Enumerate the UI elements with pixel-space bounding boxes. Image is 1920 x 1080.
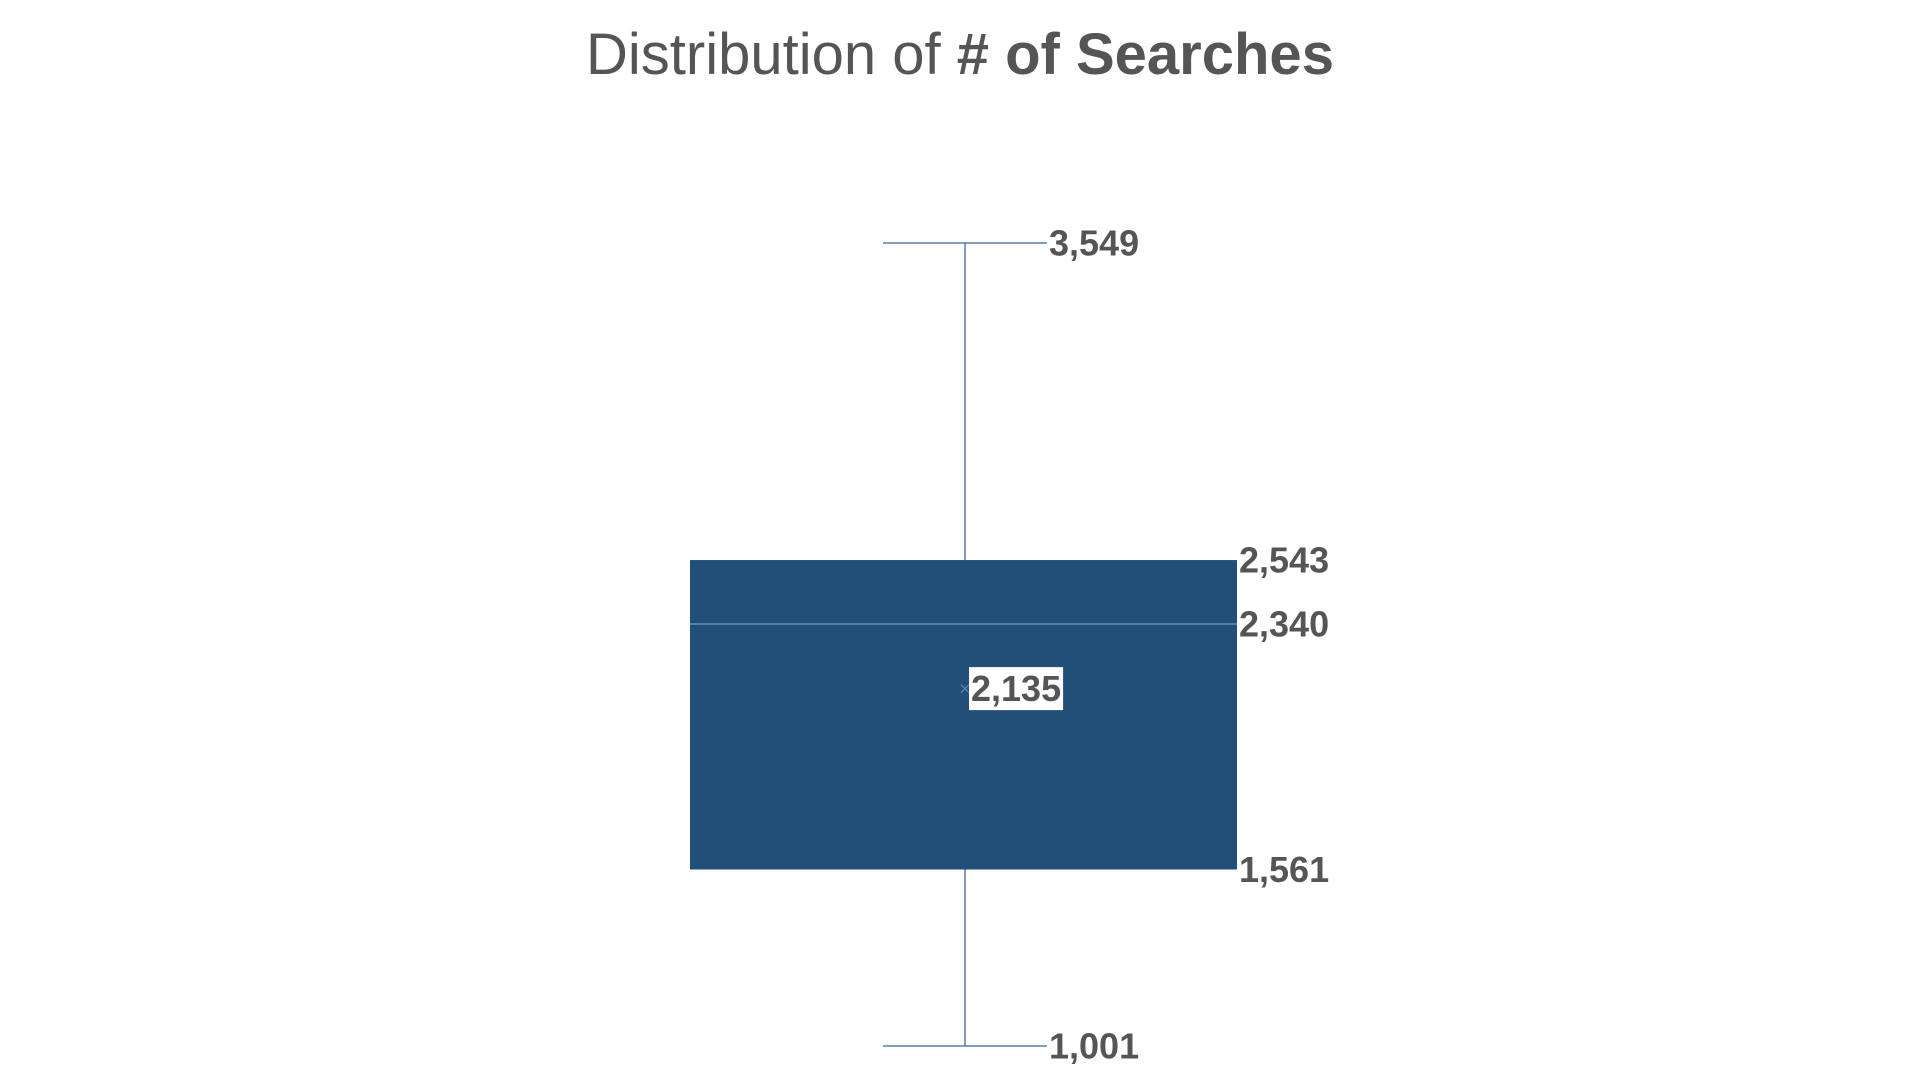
mean-marker-b bbox=[960, 684, 970, 693]
max-label: 3,549 bbox=[1049, 223, 1139, 264]
q1-label: 1,561 bbox=[1239, 849, 1329, 890]
mean-label-background bbox=[969, 667, 1064, 711]
median-label: 2,340 bbox=[1239, 604, 1329, 645]
chart-title-prefix: Distribution of bbox=[586, 22, 957, 87]
min-label: 1,001 bbox=[1049, 1026, 1139, 1067]
mean-label: 2,135 bbox=[971, 668, 1061, 709]
q3-label: 2,543 bbox=[1239, 540, 1329, 581]
chart-title: Distribution of # of Searches bbox=[586, 22, 1334, 87]
plot-area: 3,549 2,543 2,340 1,561 1,001 2,135 bbox=[690, 223, 1329, 1067]
iqr-box bbox=[690, 560, 1237, 870]
chart-title-bold: # of Searches bbox=[957, 22, 1334, 87]
